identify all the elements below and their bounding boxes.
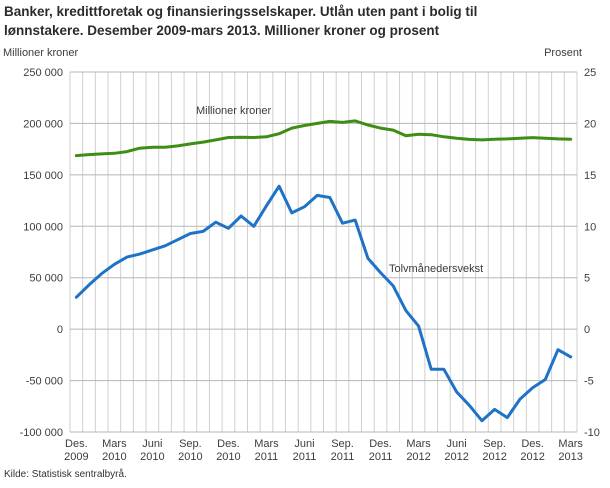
svg-text:5: 5 (584, 273, 590, 285)
svg-text:2010: 2010 (216, 451, 240, 463)
svg-text:-50 000: -50 000 (26, 376, 63, 388)
svg-text:2010: 2010 (102, 451, 126, 463)
svg-text:Sep.: Sep. (331, 438, 354, 450)
svg-text:25: 25 (584, 67, 596, 79)
chart-title: Banker, kredittforetak og finansieringss… (4, 4, 478, 38)
svg-text:2012: 2012 (482, 451, 506, 463)
svg-text:-10: -10 (584, 427, 600, 439)
svg-text:2010: 2010 (140, 451, 164, 463)
series-label-tolvmanedersvekst: Tolvmånedersvekst (389, 263, 484, 275)
svg-text:250 000: 250 000 (23, 67, 63, 79)
svg-text:Des.: Des. (369, 438, 392, 450)
svg-text:0: 0 (57, 324, 63, 336)
svg-text:2013: 2013 (558, 451, 582, 463)
svg-text:2012: 2012 (444, 451, 468, 463)
svg-text:Juni: Juni (294, 438, 314, 450)
svg-text:Mars: Mars (558, 438, 583, 450)
svg-text:2012: 2012 (520, 451, 544, 463)
svg-text:10: 10 (584, 221, 596, 233)
svg-text:2011: 2011 (369, 451, 393, 463)
svg-text:Des.: Des. (521, 438, 544, 450)
svg-text:Mars: Mars (102, 438, 127, 450)
svg-text:150 000: 150 000 (23, 170, 63, 182)
svg-text:Sep.: Sep. (179, 438, 202, 450)
svg-text:2012: 2012 (406, 451, 430, 463)
svg-text:50 000: 50 000 (29, 273, 63, 285)
right-axis-unit-label: Prosent (544, 47, 582, 59)
svg-text:Juni: Juni (446, 438, 466, 450)
svg-text:2009: 2009 (64, 451, 88, 463)
source-note: Kilde: Statistisk sentralbyrå. (4, 469, 127, 480)
series-label-millioner-kroner: Millioner kroner (196, 105, 272, 117)
svg-text:Mars: Mars (406, 438, 431, 450)
svg-text:15: 15 (584, 170, 596, 182)
svg-text:Sep.: Sep. (483, 438, 506, 450)
svg-text:-100 000: -100 000 (20, 427, 63, 439)
svg-text:0: 0 (584, 324, 590, 336)
svg-text:20: 20 (584, 118, 596, 130)
svg-text:2011: 2011 (255, 451, 279, 463)
svg-text:200 000: 200 000 (23, 118, 63, 130)
svg-text:100 000: 100 000 (23, 221, 63, 233)
svg-text:2010: 2010 (178, 451, 202, 463)
left-axis-unit-label: Millioner kroner (3, 47, 79, 59)
svg-text:-5: -5 (584, 376, 594, 388)
svg-text:2011: 2011 (293, 451, 317, 463)
svg-text:2011: 2011 (331, 451, 355, 463)
svg-text:Mars: Mars (254, 438, 279, 450)
svg-text:Juni: Juni (142, 438, 162, 450)
svg-text:Des.: Des. (217, 438, 240, 450)
svg-text:Des.: Des. (65, 438, 88, 450)
